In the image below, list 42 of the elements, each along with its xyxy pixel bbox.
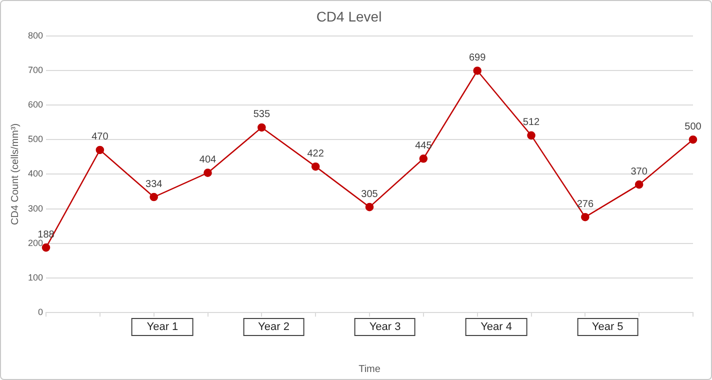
data-label: 699 <box>468 52 486 64</box>
point <box>311 162 320 171</box>
point <box>96 146 104 154</box>
y-tick-label: 500 <box>28 134 44 144</box>
data-label: 512 <box>522 117 540 128</box>
y-axis-title: CD4 Count (cells/mm³) <box>10 123 21 226</box>
point <box>688 135 698 144</box>
y-tick-label: 800 <box>28 30 44 40</box>
data-label: 370 <box>630 166 648 178</box>
y-tick-label: 700 <box>28 64 44 75</box>
y-tick-label: 300 <box>28 203 44 214</box>
point <box>42 243 50 252</box>
point <box>634 180 644 189</box>
point <box>581 212 590 222</box>
data-label: 470 <box>92 132 109 143</box>
text: Year 4 <box>466 318 528 336</box>
text: Year 2 <box>243 318 304 336</box>
y-tick-label: 0 <box>38 307 44 318</box>
point <box>473 66 482 75</box>
point <box>419 154 428 163</box>
point <box>527 131 536 140</box>
data-label: 276 <box>576 198 594 210</box>
text: Year 1 <box>132 318 194 336</box>
data-label: 404 <box>199 154 217 166</box>
data-label: 422 <box>307 148 324 160</box>
text: Year 3 <box>354 318 416 336</box>
data-label: 500 <box>684 121 702 132</box>
text: Year 5 <box>576 318 638 336</box>
chart-title: CD4 Level <box>316 8 382 24</box>
data-label: 535 <box>253 109 270 120</box>
data-label: 305 <box>361 188 378 200</box>
y-tick-label: 400 <box>28 168 44 179</box>
x-axis-title: Time <box>358 364 381 375</box>
y-tick-label: 600 <box>28 99 44 110</box>
point <box>365 202 374 212</box>
data-label: 445 <box>415 140 432 152</box>
point <box>150 192 158 202</box>
point <box>204 168 212 177</box>
point <box>258 123 266 132</box>
y-tick-label: 100 <box>28 272 44 282</box>
data-label: 334 <box>146 178 163 190</box>
y-tick-label: 200 <box>28 238 44 248</box>
